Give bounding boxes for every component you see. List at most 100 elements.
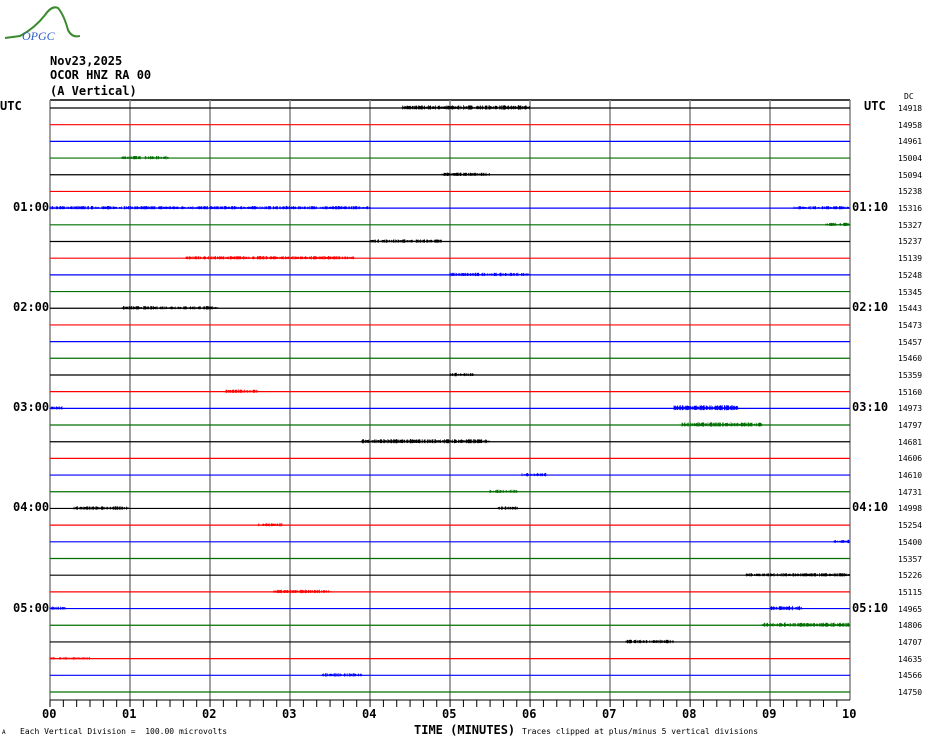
trace-signal-burst bbox=[185, 256, 355, 260]
trace-signal-burst bbox=[793, 206, 850, 210]
dc-offset-label: 14606 bbox=[898, 454, 923, 464]
trace-signal-burst bbox=[745, 573, 850, 577]
trace-signal-burst bbox=[489, 489, 518, 493]
trace-signal-burst bbox=[361, 439, 490, 444]
trace-signal-burst bbox=[681, 422, 763, 427]
trace-signal-burst bbox=[673, 405, 739, 411]
dc-offset-label: 15316 bbox=[898, 204, 923, 214]
trace-signal-burst bbox=[449, 272, 531, 277]
hour-label-left: 04:00 bbox=[13, 500, 50, 515]
dc-offset-label: 14681 bbox=[898, 437, 923, 447]
station-label: OCOR HNZ RA 00 bbox=[50, 68, 152, 82]
svg-text:OPGC: OPGC bbox=[22, 29, 56, 43]
dc-offset-label: 15460 bbox=[898, 354, 923, 364]
trace-signal-burst bbox=[121, 155, 170, 160]
x-tick-label: 08 bbox=[682, 707, 697, 721]
x-tick-label: 09 bbox=[762, 707, 777, 721]
x-tick-label: 03 bbox=[282, 707, 297, 721]
trace-signal-burst bbox=[441, 172, 490, 176]
dc-header: DC bbox=[904, 92, 914, 101]
hour-label-right: 04:10 bbox=[852, 500, 889, 515]
dc-offset-label: 15139 bbox=[898, 254, 923, 264]
trace-signal-burst bbox=[49, 406, 63, 410]
hour-label-right: 02:10 bbox=[852, 300, 889, 315]
dc-offset-label: 15226 bbox=[898, 571, 923, 581]
dc-offset-label: 15237 bbox=[898, 237, 923, 247]
dc-offset-label: 14961 bbox=[898, 137, 923, 147]
dc-offset-label: 15457 bbox=[898, 337, 923, 347]
dc-offset-label: 14797 bbox=[898, 421, 923, 431]
x-tick-label: 02 bbox=[202, 707, 217, 721]
date-label: Nov23,2025 bbox=[50, 54, 123, 68]
dc-offset-label: 15094 bbox=[898, 170, 923, 180]
trace-signal-burst bbox=[49, 606, 66, 610]
x-tick-label: 04 bbox=[362, 707, 377, 721]
utc-left-label: UTC bbox=[0, 99, 22, 113]
hour-label-left: 02:00 bbox=[13, 300, 50, 315]
clip-note: Traces clipped at plus/minus 5 vertical … bbox=[522, 727, 759, 736]
hour-label-left: 03:00 bbox=[13, 400, 50, 415]
x-axis-label: TIME (MINUTES) bbox=[414, 723, 516, 737]
dc-offset-label: 14707 bbox=[898, 637, 923, 647]
dc-offset-label: 14635 bbox=[898, 654, 923, 664]
dc-offset-label: 14731 bbox=[898, 487, 923, 497]
dc-offset-label: 15238 bbox=[898, 187, 923, 197]
trace-signal-burst bbox=[497, 506, 518, 510]
opgc-logo: OPGC bbox=[4, 6, 80, 43]
trace-signal-burst bbox=[321, 673, 363, 677]
dc-offset-label: 14918 bbox=[898, 104, 923, 113]
scale-note: Each Vertical Division = 100.00 microvol… bbox=[20, 727, 228, 736]
dc-offset-label: 14806 bbox=[898, 621, 923, 631]
x-tick-label: 05 bbox=[442, 707, 457, 721]
dc-offset-label: 14610 bbox=[898, 471, 923, 481]
x-tick-label: 06 bbox=[522, 707, 537, 721]
trace-signal-burst bbox=[769, 605, 802, 611]
hour-label-right: 01:10 bbox=[852, 200, 889, 215]
trace-signal-burst bbox=[761, 622, 850, 627]
dc-offset-label: 15004 bbox=[898, 154, 923, 164]
hour-label-right: 03:10 bbox=[852, 400, 889, 415]
trace-signal-burst bbox=[521, 473, 547, 477]
corner-mark: A bbox=[2, 729, 6, 736]
trace-signal-burst bbox=[225, 389, 258, 393]
dc-offset-label: 14566 bbox=[898, 671, 923, 681]
dc-offset-label: 15327 bbox=[898, 220, 923, 230]
dc-offset-label: 15443 bbox=[898, 304, 923, 314]
hour-label-left: 01:00 bbox=[13, 200, 50, 215]
hour-label-right: 05:10 bbox=[852, 600, 889, 615]
dc-offset-label: 14965 bbox=[898, 604, 923, 614]
dc-offset-label: 14998 bbox=[898, 504, 923, 514]
dc-offset-label: 14973 bbox=[898, 404, 923, 414]
trace-signal-burst bbox=[369, 239, 442, 243]
x-tick-label: 10 bbox=[842, 707, 857, 721]
dc-offset-label: 15359 bbox=[898, 370, 923, 380]
trace-signal-burst bbox=[833, 539, 850, 544]
dc-offset-label: 14750 bbox=[898, 688, 923, 697]
dc-offset-label: 15473 bbox=[898, 320, 923, 330]
trace-signal-burst bbox=[49, 205, 371, 210]
trace-signal-burst bbox=[49, 657, 91, 660]
dc-offset-label: 15345 bbox=[898, 287, 923, 297]
utc-right-label: UTC bbox=[864, 99, 886, 113]
dc-offset-label: 15400 bbox=[898, 537, 923, 547]
trace-signal-burst bbox=[73, 506, 130, 510]
trace-signal-burst bbox=[257, 523, 283, 527]
trace-signal-burst bbox=[273, 589, 331, 594]
dc-offset-label: 15160 bbox=[898, 387, 923, 397]
hour-label-left: 05:00 bbox=[13, 600, 50, 615]
trace-signal-burst bbox=[625, 639, 674, 644]
trace-signal-burst bbox=[401, 105, 530, 110]
trace-signal-burst bbox=[449, 372, 475, 377]
trace-signal-burst bbox=[825, 222, 851, 227]
x-tick-label: 07 bbox=[602, 707, 617, 721]
dc-offset-label: 15248 bbox=[898, 270, 923, 280]
component-label: (A Vertical) bbox=[50, 84, 137, 98]
x-tick-label: 01 bbox=[122, 707, 137, 721]
x-tick-label: 00 bbox=[42, 707, 57, 721]
trace-signal-burst bbox=[121, 306, 219, 310]
dc-offset-label: 15357 bbox=[898, 554, 923, 564]
dc-offset-label: 14958 bbox=[898, 120, 923, 130]
dc-offset-label: 15115 bbox=[898, 587, 923, 597]
dc-offset-label: 15254 bbox=[898, 521, 923, 531]
